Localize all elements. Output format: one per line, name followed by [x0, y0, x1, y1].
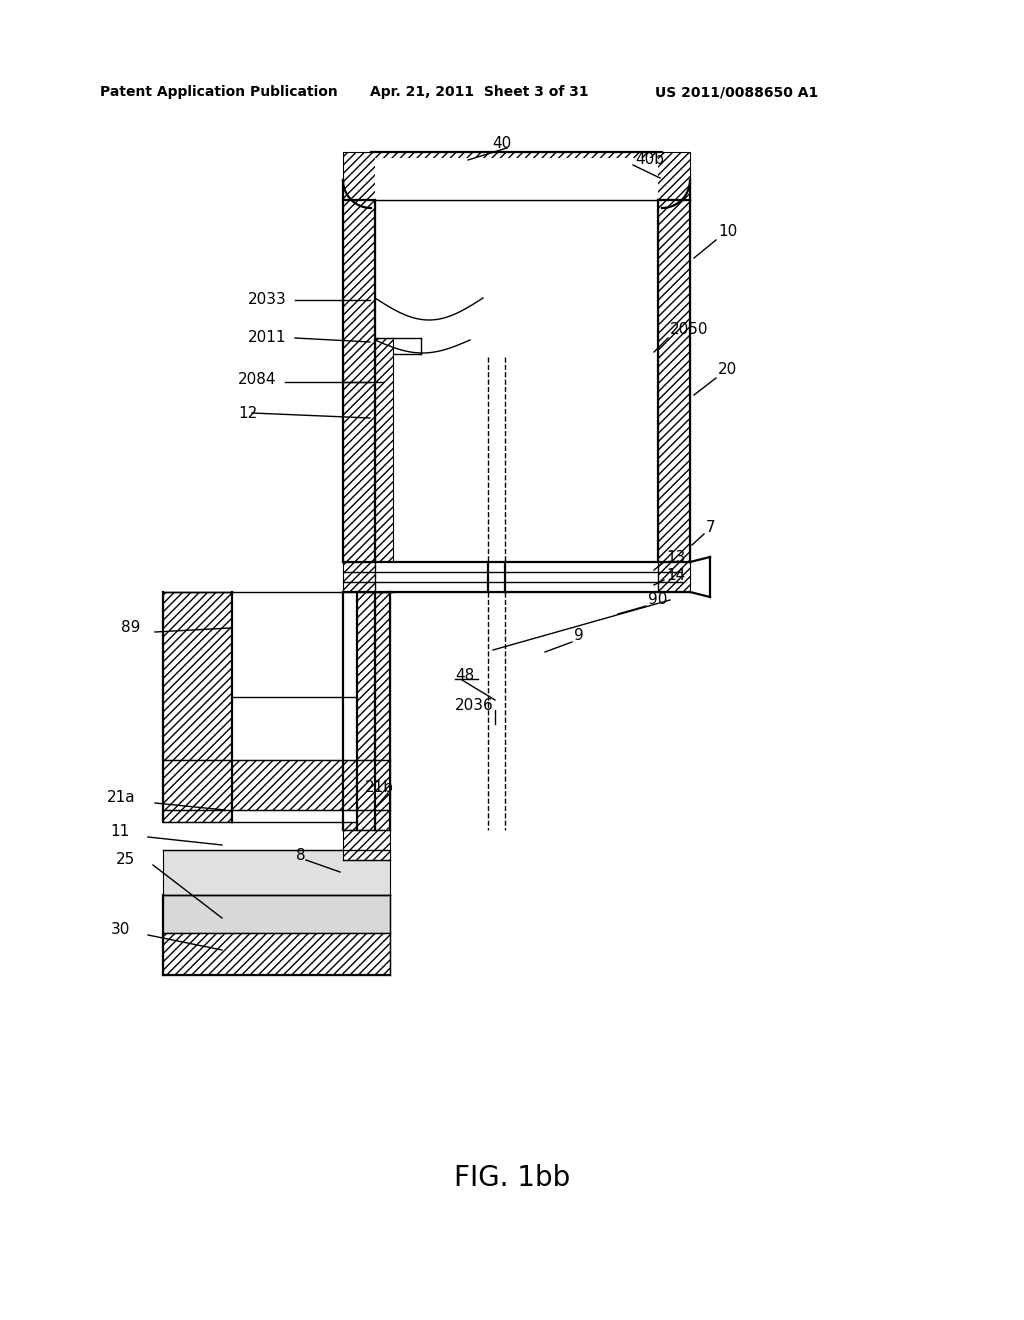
Text: Apr. 21, 2011  Sheet 3 of 31: Apr. 21, 2011 Sheet 3 of 31	[370, 84, 589, 99]
Text: 25: 25	[116, 853, 135, 867]
Polygon shape	[343, 152, 690, 201]
Polygon shape	[163, 895, 390, 933]
Polygon shape	[343, 830, 390, 861]
Text: FIG. 1bb: FIG. 1bb	[454, 1164, 570, 1192]
Text: 13: 13	[666, 549, 685, 565]
Polygon shape	[375, 564, 658, 591]
Text: 9: 9	[574, 628, 584, 644]
Polygon shape	[357, 591, 390, 830]
Text: 8: 8	[296, 849, 305, 863]
Polygon shape	[343, 562, 690, 591]
Polygon shape	[375, 158, 658, 201]
Text: 48: 48	[455, 668, 474, 684]
Text: 40: 40	[492, 136, 511, 152]
Polygon shape	[163, 591, 232, 822]
Text: 21a: 21a	[106, 791, 135, 805]
Polygon shape	[232, 591, 357, 822]
Text: 90: 90	[648, 593, 668, 607]
Polygon shape	[343, 201, 375, 562]
Text: 30: 30	[111, 923, 130, 937]
Text: 20: 20	[718, 363, 737, 378]
Text: 89: 89	[121, 620, 140, 635]
Text: 7: 7	[706, 520, 716, 536]
Text: Patent Application Publication: Patent Application Publication	[100, 84, 338, 99]
Text: 2084: 2084	[238, 372, 276, 388]
Polygon shape	[658, 201, 690, 562]
Polygon shape	[163, 933, 390, 975]
Text: 40b: 40b	[635, 153, 664, 168]
Text: 21b: 21b	[365, 780, 394, 796]
Polygon shape	[343, 591, 375, 830]
Text: 2033: 2033	[248, 293, 287, 308]
Text: 14: 14	[666, 568, 685, 582]
Text: 10: 10	[718, 224, 737, 239]
Text: 2011: 2011	[248, 330, 287, 346]
Polygon shape	[375, 338, 393, 591]
Text: 11: 11	[111, 825, 130, 840]
Polygon shape	[163, 850, 390, 895]
Text: 2050: 2050	[670, 322, 709, 338]
Text: 12: 12	[238, 405, 257, 421]
Polygon shape	[163, 760, 390, 810]
Text: US 2011/0088650 A1: US 2011/0088650 A1	[655, 84, 818, 99]
Text: 2036: 2036	[455, 698, 494, 714]
